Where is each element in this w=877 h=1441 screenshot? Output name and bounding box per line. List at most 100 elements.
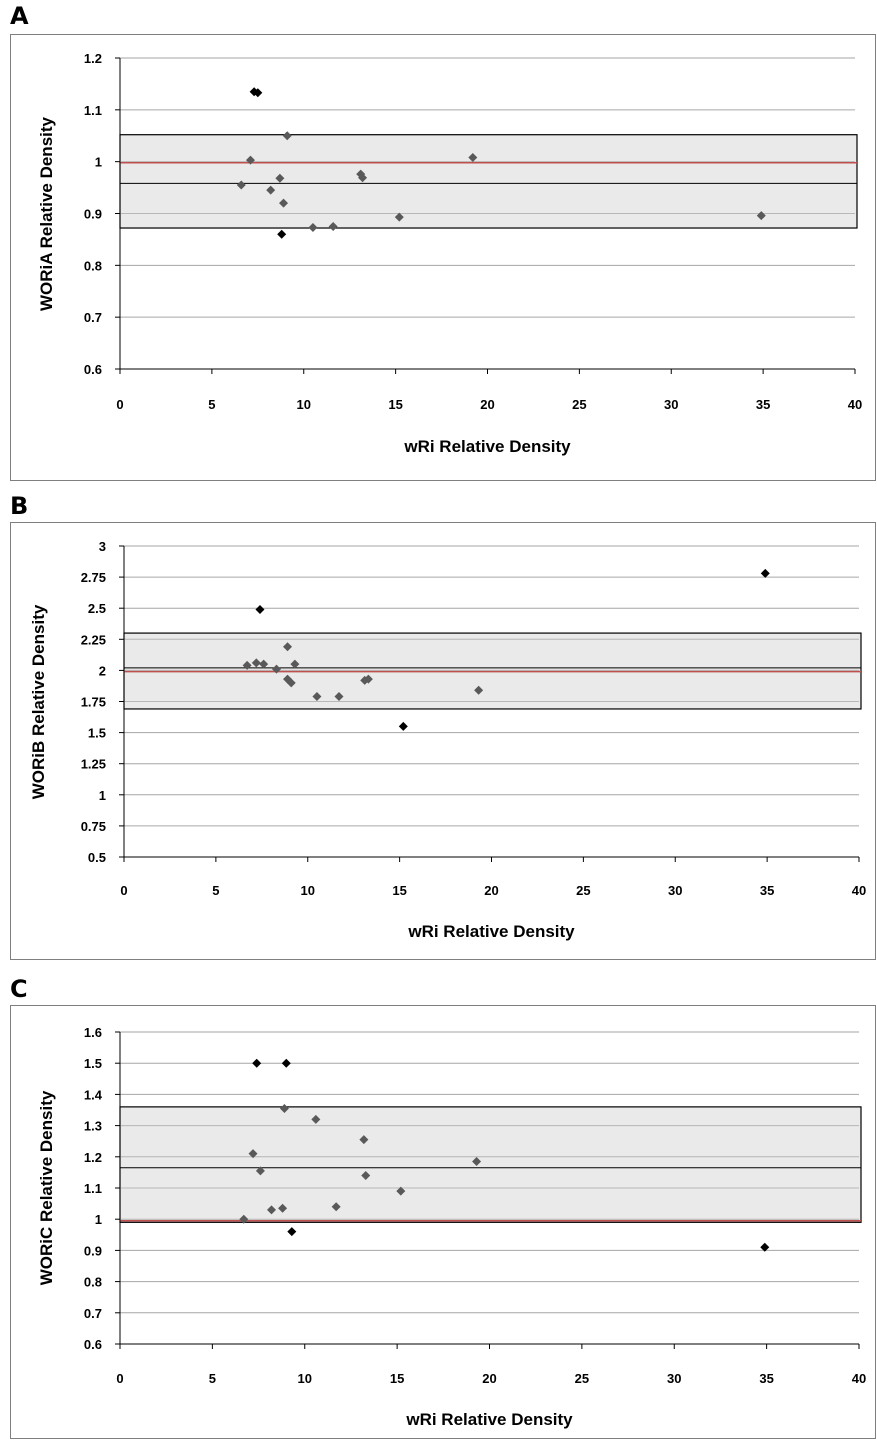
x-tick-label: 40: [848, 397, 862, 412]
x-tick-label: 25: [576, 883, 590, 898]
outlier-point: [398, 721, 408, 731]
x-tick-label: 20: [482, 1371, 496, 1386]
panel-label-c: C: [10, 975, 28, 1003]
data-point: [331, 1202, 341, 1212]
y-tick-label: 1.25: [81, 757, 106, 772]
x-tick-label: 15: [390, 1371, 404, 1386]
x-tick-label: 10: [298, 1371, 312, 1386]
x-tick-label: 35: [756, 397, 770, 412]
y-tick-label: 1.75: [81, 695, 106, 710]
x-tick-label: 5: [212, 883, 219, 898]
y-tick-label: 0.7: [84, 310, 102, 325]
data-point: [275, 173, 285, 183]
y-tick-label: 0.75: [81, 819, 106, 834]
data-point: [236, 180, 246, 190]
data-point: [272, 664, 282, 674]
x-tick-label: 25: [575, 1371, 589, 1386]
y-tick-label: 1.2: [84, 51, 102, 66]
x-tick-label: 5: [208, 397, 215, 412]
x-tick-label: 25: [572, 397, 586, 412]
panel-frame-a: [10, 34, 876, 481]
data-point: [472, 1156, 482, 1166]
data-point: [282, 131, 292, 141]
data-point: [328, 221, 338, 231]
y-tick-label: 1.5: [88, 726, 106, 741]
data-point: [286, 678, 296, 688]
x-tick-label: 10: [297, 397, 311, 412]
data-point: [290, 659, 300, 669]
x-tick-label: 15: [392, 883, 406, 898]
chart-c: 0.6 0.7 0.8 0.9 1 1.1 1.2 1.3 1.4 1.5 1.6 0 5 10 15 20 2…: [37, 1025, 866, 1429]
y-axis-title: WORiC Relative Density: [37, 1090, 56, 1285]
y-tick-label: 1: [95, 1212, 102, 1227]
data-point: [359, 1135, 369, 1145]
x-axis-title: wRi Relative Density: [405, 1410, 573, 1429]
data-point: [468, 153, 478, 163]
y-tick-label: 1.2: [84, 1150, 102, 1165]
outlier-point: [760, 568, 770, 578]
data-point: [248, 1149, 258, 1159]
y-tick-label: 0.8: [84, 258, 102, 273]
data-point: [251, 658, 261, 668]
y-tick-label: 2.25: [81, 632, 106, 647]
y-tick-label: 1.4: [84, 1087, 103, 1102]
y-tick-label: 0.8: [84, 1275, 102, 1290]
outlier-point: [252, 1058, 262, 1068]
x-axis-title: wRi Relative Density: [403, 437, 571, 456]
data-point: [361, 1171, 371, 1181]
y-tick-label: 2.75: [81, 570, 106, 585]
y-axis-title: WORiB Relative Density: [29, 604, 48, 799]
data-point: [279, 1103, 289, 1113]
y-tick-label: 0.6: [84, 362, 102, 377]
y-tick-label: 0.9: [84, 207, 102, 222]
data-point: [245, 155, 255, 165]
data-point: [308, 222, 318, 232]
data-point: [396, 1186, 406, 1196]
outlier-point: [249, 87, 259, 97]
x-tick-label: 5: [209, 1371, 216, 1386]
data-point: [363, 674, 373, 684]
x-tick-label: 20: [480, 397, 494, 412]
outlier-point: [760, 1242, 770, 1252]
confidence-band: [119, 134, 858, 229]
y-tick-label: 1.3: [84, 1119, 102, 1134]
y-tick-label: 1.6: [84, 1025, 102, 1040]
data-point: [312, 692, 322, 702]
y-tick-label: 1: [95, 155, 102, 170]
data-point: [311, 1114, 321, 1124]
x-tick-label: 35: [760, 883, 774, 898]
y-tick-label: 0.9: [84, 1243, 102, 1258]
y-tick-label: 1: [99, 788, 106, 803]
x-tick-label: 30: [668, 883, 682, 898]
data-point: [279, 198, 289, 208]
data-point: [278, 1203, 288, 1213]
data-point: [266, 1205, 276, 1215]
x-tick-label: 0: [120, 883, 127, 898]
outlier-point: [277, 229, 287, 239]
x-tick-label: 20: [484, 883, 498, 898]
x-tick-label: 0: [116, 1371, 123, 1386]
y-tick-label: 2: [99, 663, 106, 678]
data-point: [334, 692, 344, 702]
x-tick-label: 30: [667, 1371, 681, 1386]
panel-frame-b: [10, 522, 876, 960]
chart-a: 0.6 0.7 0.8 0.9 1 1.1 1.2 0 5 10 15 20 25 30 35 40 wRi R…: [37, 51, 862, 456]
y-tick-label: 0.6: [84, 1337, 102, 1352]
y-tick-label: 2.5: [88, 601, 106, 616]
data-point: [394, 212, 404, 222]
x-tick-label: 0: [116, 397, 123, 412]
confidence-band: [119, 1106, 862, 1223]
panel-label-a: A: [10, 2, 29, 30]
data-point: [358, 173, 368, 183]
panel-label-b: B: [10, 492, 29, 520]
y-tick-label: 1.5: [84, 1056, 102, 1071]
x-tick-label: 10: [301, 883, 315, 898]
x-tick-label: 35: [759, 1371, 773, 1386]
data-point: [283, 642, 293, 652]
data-point: [239, 1214, 249, 1224]
outlier-point: [253, 88, 263, 98]
outlier-point: [281, 1058, 291, 1068]
y-tick-label: 0.7: [84, 1306, 102, 1321]
